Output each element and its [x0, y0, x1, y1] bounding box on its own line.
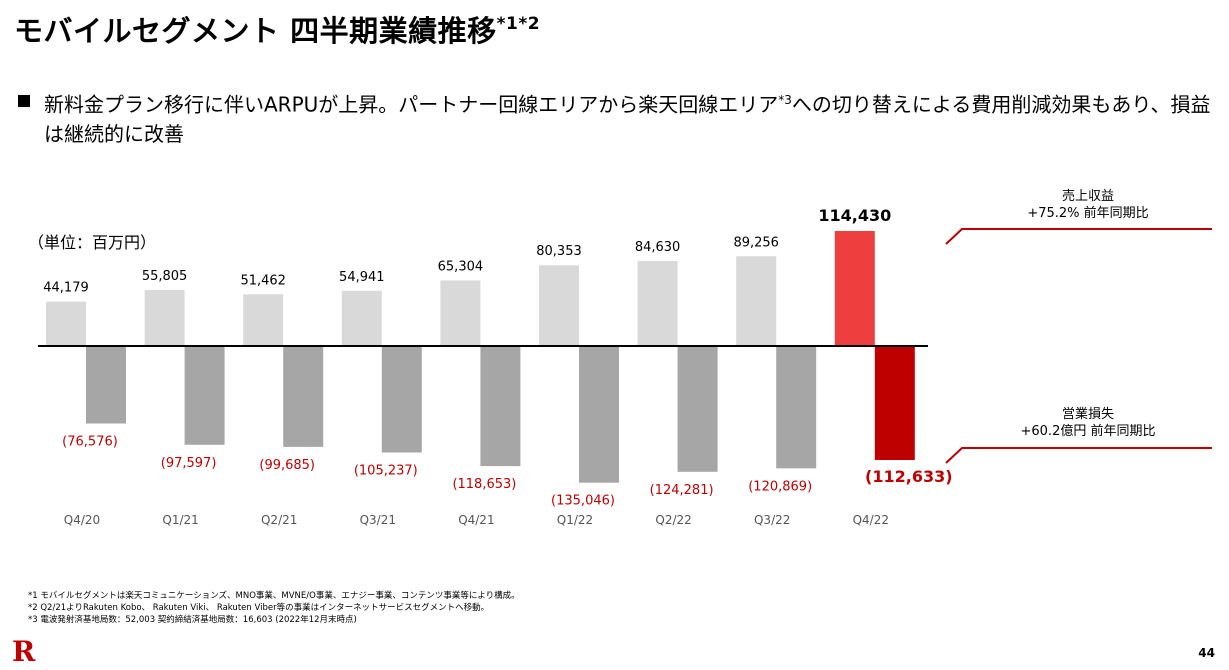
summary-text: 新料金プラン移行に伴いARPUが上昇。パートナー回線エリアから楽天回線エリア*3…: [44, 92, 1211, 146]
category-label-q3-22: Q3/22: [754, 513, 790, 527]
category-label-q1-22: Q1/22: [557, 513, 593, 527]
revenue-bar-q1-22: [539, 265, 579, 346]
category-label-q3-21: Q3/21: [360, 513, 396, 527]
loss-label-q3-22: (120,869): [748, 479, 812, 494]
revenue-label-q3-21: 54,941: [339, 270, 385, 285]
chart-bars: [46, 231, 915, 483]
revenue-label-q3-22: 89,256: [733, 235, 779, 250]
category-label-q1-21: Q1/21: [162, 513, 198, 527]
chart-labels: 44,179 (76,576) Q4/20 55,805 (97,597) Q1/21 51…: [43, 206, 952, 527]
revenue-bar-q4-21: [440, 280, 481, 346]
category-label-q4-22: Q4/22: [853, 513, 889, 527]
loss-bar-q1-22: [579, 346, 619, 483]
revenue-bar-q3-21: [341, 290, 382, 346]
square-bullet-icon: [18, 95, 30, 107]
revenue-bar-q4-20: [46, 301, 86, 346]
revenue-label-q2-22: 84,630: [635, 240, 681, 255]
unit-label: （単位：百万円）: [28, 233, 157, 252]
loss-callout-title: 営業損失: [1061, 407, 1114, 422]
category-label-q4-21: Q4/21: [458, 513, 494, 527]
loss-label-q4-20: (76,576): [62, 435, 118, 450]
loss-label-q3-21: (105,237): [354, 464, 418, 479]
footnote-2: *2 Q2/21よりRakuten Kobo、 Rakuten Viki、 Ra…: [28, 603, 490, 613]
revenue-accent-line: [945, 228, 1212, 245]
loss-bar-q2-21: [283, 346, 324, 447]
revenue-label-q1-22: 80,353: [536, 244, 582, 259]
category-label-q4-20: Q4/20: [64, 513, 100, 527]
loss-label-q1-22: (135,046): [551, 494, 615, 509]
revenue-label-q4-21: 65,304: [438, 259, 484, 274]
loss-bar-q2-22: [677, 346, 718, 472]
loss-callout: 営業損失 +60.2億円 前年同期比: [983, 406, 1193, 440]
loss-accent-line: [945, 447, 1212, 464]
revenue-callout-note: +75.2% 前年同期比: [1027, 206, 1149, 221]
loss-bar-q3-21: [381, 346, 422, 453]
loss-bar-q4-22: [874, 346, 915, 460]
page-number: 44: [1198, 646, 1215, 660]
loss-label-q2-22: (124,281): [650, 483, 714, 498]
revenue-callout: 売上収益 +75.2% 前年同期比: [983, 188, 1193, 222]
category-label-q2-21: Q2/21: [261, 513, 297, 527]
rakuten-logo: R: [12, 635, 36, 668]
revenue-callout-title: 売上収益: [1061, 189, 1114, 204]
loss-label-q1-21: (97,597): [161, 456, 217, 471]
revenue-bar-q2-22: [637, 260, 678, 346]
revenue-label-q1-21: 55,805: [142, 269, 188, 284]
footnotes: *1 モバイルセグメントは楽天コミュニケーションズ、MNO事業、MVNE/O事業…: [28, 590, 520, 626]
revenue-label-q4-20: 44,179: [43, 281, 89, 296]
page-title: モバイルセグメント 四半期業績推移*1*2: [14, 14, 541, 48]
footnote-3: *3 電波発射済基地局数：52,003 契約締結済基地局数：16,603 (20…: [28, 615, 357, 625]
loss-label-q4-22: (112,633): [865, 467, 953, 486]
loss-callout-note: +60.2億円 前年同期比: [1020, 424, 1156, 439]
revenue-bar-q1-21: [144, 289, 185, 346]
summary-bullet: 新料金プラン移行に伴いARPUが上昇。パートナー回線エリアから楽天回線エリア*3…: [14, 86, 1219, 149]
loss-bar-q4-21: [480, 346, 521, 467]
revenue-bar-q3-22: [736, 256, 777, 346]
revenue-label-q2-21: 51,462: [240, 273, 286, 288]
loss-bar-q3-22: [776, 346, 817, 469]
footnote-1: *1 モバイルセグメントは楽天コミュニケーションズ、MNO事業、MVNE/O事業…: [28, 591, 520, 601]
revenue-bar-q2-21: [243, 294, 284, 346]
loss-bar-q1-21: [184, 346, 225, 445]
loss-bar-q4-20: [86, 346, 126, 424]
revenue-label-q4-22: 114,430: [818, 206, 891, 225]
loss-label-q4-21: (118,653): [452, 477, 516, 492]
category-label-q2-22: Q2/22: [655, 513, 691, 527]
loss-label-q2-21: (99,685): [259, 458, 315, 473]
revenue-bar-q4-22: [834, 231, 875, 346]
